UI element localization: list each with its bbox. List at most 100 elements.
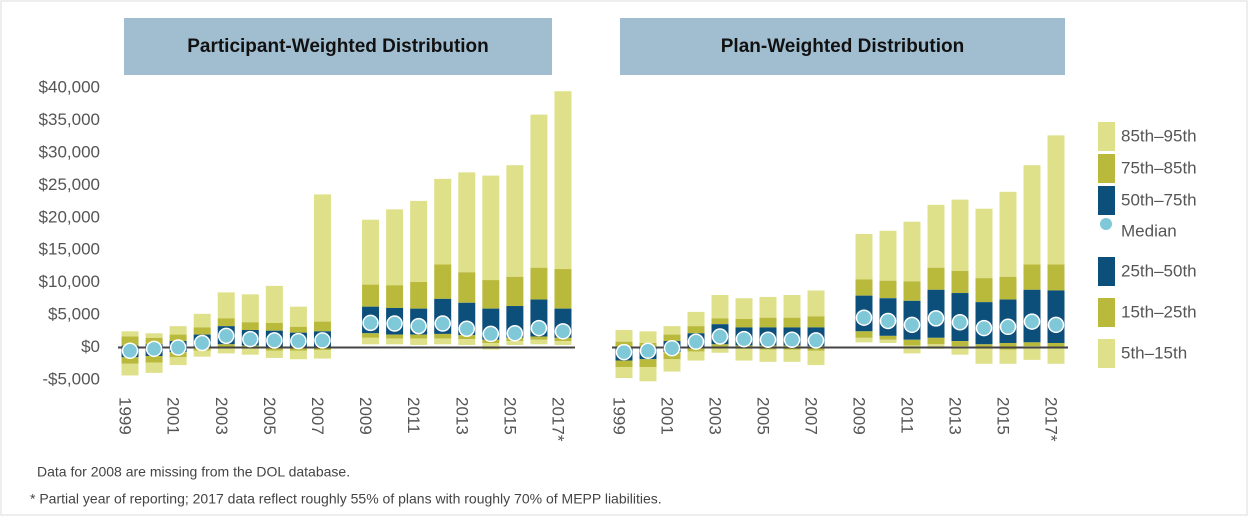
bar-segment: [289, 306, 307, 327]
bar-segment: [1047, 290, 1065, 325]
bar-segment: [217, 292, 235, 319]
bar-segment: [975, 344, 993, 348]
median-dot: [290, 332, 307, 350]
bar-segment: [711, 294, 729, 319]
bar-segment: [362, 284, 380, 307]
median-dot: [879, 312, 897, 330]
bar-segment: [975, 208, 993, 279]
bar-segment: [458, 172, 476, 273]
bar-segment: [121, 357, 139, 364]
median-dot: [121, 342, 139, 360]
median-dot: [482, 325, 500, 343]
bar-segment: [145, 333, 163, 338]
bar-segment: [241, 322, 259, 331]
bar-segment: [169, 334, 187, 342]
bar-segment: [121, 363, 139, 376]
bar-segment: [759, 349, 777, 362]
bar-segment: [783, 294, 801, 318]
bar-segment: [289, 326, 307, 333]
bar-segment: [1023, 346, 1041, 360]
bar-segment: [807, 350, 825, 366]
bar-segment: [999, 191, 1017, 277]
bar-segment: [999, 276, 1017, 300]
bar-segment: [735, 319, 753, 328]
median-dot: [506, 325, 524, 342]
bar-segment: [999, 349, 1017, 364]
median-dot: [266, 332, 283, 349]
bar-segment: [410, 338, 428, 345]
bar-segment: [1047, 347, 1065, 364]
bar-segment: [1023, 289, 1041, 322]
legend-swatch: [1098, 257, 1115, 286]
bar-segment: [1023, 342, 1041, 347]
bar-segment: [735, 298, 753, 320]
y-tick-label: -$5,000: [42, 369, 100, 388]
bar-segment: [855, 279, 873, 296]
y-tick-label: $25,000: [39, 175, 100, 194]
bar-segment: [241, 348, 259, 355]
bar-segment: [530, 336, 548, 340]
median-dot: [975, 319, 993, 337]
x-tick-label: 2001: [658, 397, 677, 435]
bar-segment: [687, 326, 705, 334]
median-dot: [903, 316, 921, 334]
bar-segment: [927, 267, 945, 290]
bar-segment: [434, 264, 452, 299]
bar-segment: [903, 221, 921, 282]
bar-segment: [121, 336, 139, 346]
bar-segment: [951, 346, 969, 355]
bar-segment: [855, 337, 873, 343]
bar-segment: [410, 282, 428, 309]
panel-header: [620, 18, 1065, 75]
legend-swatch: [1098, 154, 1115, 183]
bar-segment: [951, 270, 969, 294]
bar-segment: [855, 331, 873, 338]
legend-label: 15th–25th: [1121, 302, 1197, 321]
bar-segment: [217, 347, 235, 354]
x-tick-label: 2017*: [548, 397, 567, 442]
bar-segment: [615, 367, 633, 379]
x-tick-label: 2013: [452, 397, 471, 435]
bar-segment: [193, 350, 211, 357]
bar-segment: [482, 343, 500, 350]
bar-segment: [879, 335, 897, 340]
bar-segment: [169, 326, 187, 335]
y-tick-label: $35,000: [39, 110, 100, 129]
legend-swatch: [1098, 339, 1115, 368]
y-tick-label: $5,000: [48, 305, 100, 324]
y-tick-label: $0: [81, 337, 100, 356]
bar-segment: [639, 359, 657, 368]
bar-segment: [903, 281, 921, 301]
bar-segment: [434, 338, 452, 345]
x-tick-label: 2007: [308, 397, 327, 435]
legend-label: 85th–95th: [1121, 126, 1197, 145]
bar-segment: [410, 334, 428, 339]
bar-segment: [145, 362, 163, 373]
bar-segment: [903, 339, 921, 346]
note: * Partial year of reporting; 2017 data r…: [30, 491, 662, 507]
bar-segment: [1047, 135, 1065, 265]
x-tick-label: 2017*: [1042, 397, 1061, 442]
bar-segment: [1023, 165, 1041, 265]
x-tick-label: 1999: [116, 397, 135, 435]
bar-segment: [193, 313, 211, 328]
bar-segment: [807, 290, 825, 317]
panel-title: Participant-Weighted Distribution: [187, 36, 489, 57]
bar-segment: [975, 278, 993, 303]
bar-segment: [482, 175, 500, 281]
bar-segment: [615, 360, 633, 368]
bar-segment: [217, 318, 235, 327]
y-tick-label: $20,000: [39, 207, 100, 226]
bar-segment: [169, 357, 187, 366]
bar-segment: [903, 345, 921, 354]
bar-segment: [458, 272, 476, 303]
bar-segment: [145, 355, 163, 363]
bar-segment: [434, 178, 452, 265]
median-dot: [663, 339, 681, 357]
bar-segment: [530, 267, 548, 300]
median-dot: [999, 318, 1017, 336]
bar-segment: [639, 331, 657, 344]
bar-segment: [265, 346, 283, 351]
bar-segment: [975, 347, 993, 364]
bar-segment: [265, 350, 283, 358]
